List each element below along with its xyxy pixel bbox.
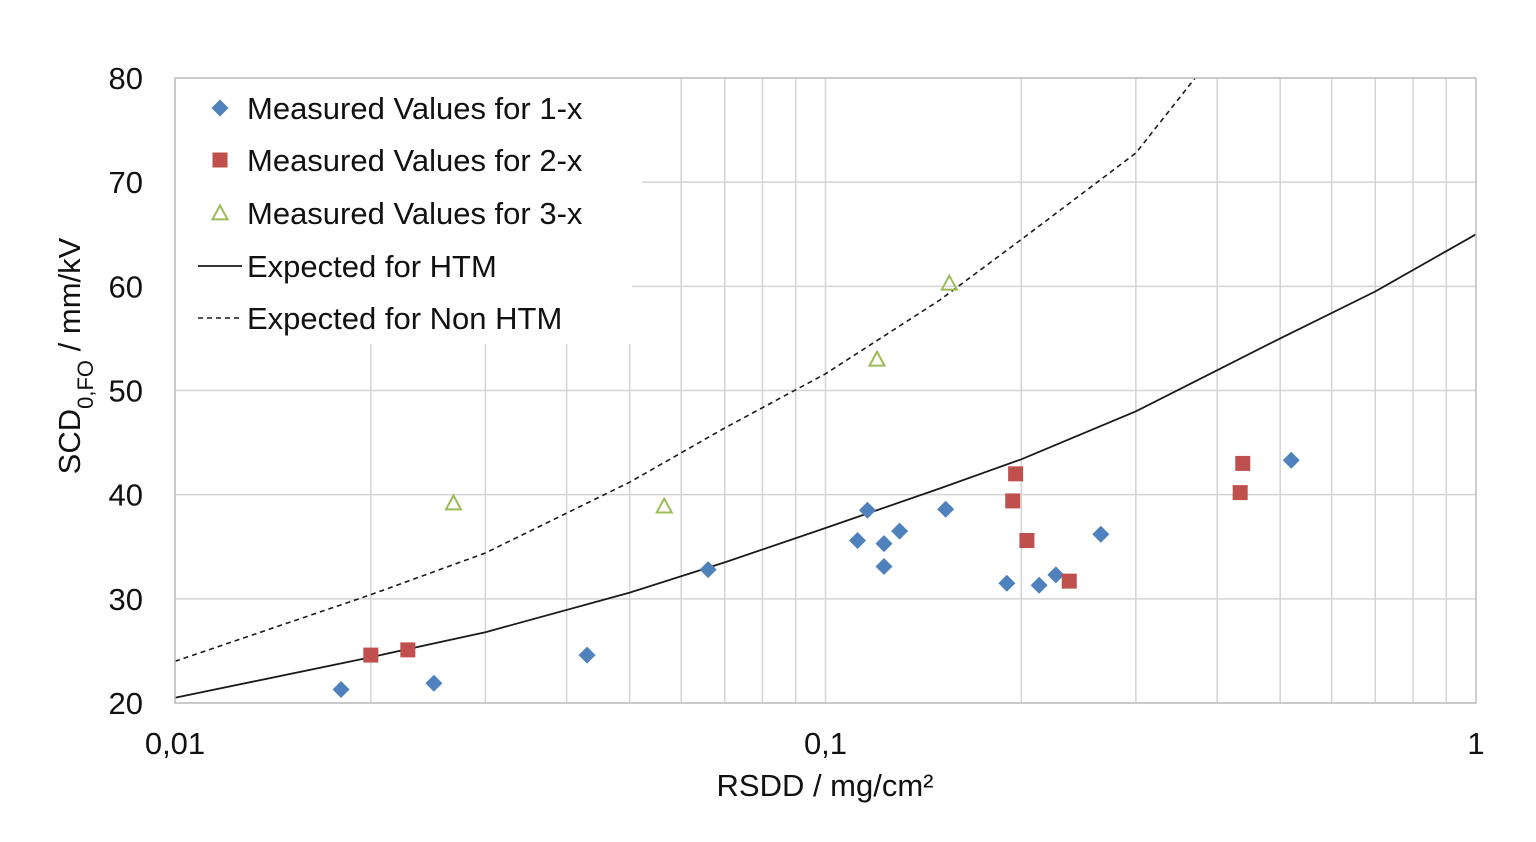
legend-background xyxy=(176,79,642,344)
point-2x xyxy=(1235,455,1251,471)
point-1x xyxy=(1092,525,1110,543)
point-2x xyxy=(363,647,379,663)
point-2x xyxy=(1061,573,1077,589)
legend-item-3x-label: Measured Values for 3-x xyxy=(247,196,583,231)
point-1x xyxy=(578,646,596,664)
point-1x xyxy=(1282,451,1300,469)
legend-item-non-htm-label: Expected for Non HTM xyxy=(247,301,562,336)
legend-item-2x-label: Measured Values for 2-x xyxy=(247,143,583,178)
point-1x xyxy=(332,680,350,698)
point-1x xyxy=(937,500,955,518)
y-tick-label: 50 xyxy=(109,374,143,409)
x-axis-title: RSDD / mg/cm² xyxy=(717,768,934,803)
point-3x xyxy=(940,273,959,291)
x-tick-label: 0,01 xyxy=(145,726,205,761)
legend-item-1x-marker xyxy=(211,99,229,117)
point-1x xyxy=(425,674,443,692)
point-1x xyxy=(858,501,876,519)
measured-points xyxy=(332,273,1300,698)
y-tick-label: 70 xyxy=(109,165,143,200)
y-tick-label: 20 xyxy=(109,686,143,721)
expected-curves xyxy=(174,77,1477,699)
point-2x xyxy=(1008,466,1024,482)
x-tick-label: 1 xyxy=(1467,726,1484,761)
point-1x xyxy=(699,561,717,579)
legend-item-3x-marker xyxy=(210,203,230,221)
expected-htm-curve xyxy=(174,233,1477,699)
axes: 20 30 40 50 60 70 80 0,01 0,1 1 xyxy=(109,61,1485,761)
point-2x xyxy=(1019,533,1035,548)
y-axis-title-subscript: 0,FO xyxy=(73,360,98,409)
plot-border xyxy=(174,77,1477,704)
point-3x xyxy=(655,496,674,514)
y-axis-title: SCD0,FO / mm/kV xyxy=(52,237,98,474)
y-tick-label: 40 xyxy=(109,478,143,513)
legend-background-top xyxy=(176,79,642,185)
y-axis-title-main: SCD xyxy=(52,409,87,474)
point-2x xyxy=(1005,493,1021,509)
point-3x xyxy=(444,493,463,511)
point-1x xyxy=(875,535,893,553)
point-1x xyxy=(891,522,909,540)
point-1x xyxy=(875,558,893,576)
point-2x xyxy=(1232,485,1248,501)
point-1x xyxy=(1047,566,1065,584)
legend-background-bottom xyxy=(176,184,632,344)
point-1x xyxy=(998,574,1016,592)
point-1x xyxy=(849,532,867,549)
x-tick-label: 0,1 xyxy=(804,726,847,761)
legend-item-2x-marker xyxy=(212,152,228,168)
legend-item-1x-label: Measured Values for 1-x xyxy=(247,91,583,126)
legend-item-htm-label: Expected for HTM xyxy=(247,249,497,284)
y-tick-label: 60 xyxy=(109,269,143,304)
point-2x xyxy=(400,642,416,658)
y-tick-label: 80 xyxy=(109,61,143,96)
point-3x xyxy=(867,349,887,367)
legend: Measured Values for 1-x Measured Values f… xyxy=(198,91,583,336)
y-tick-label: 30 xyxy=(109,582,143,617)
y-axis-title-unit: / mm/kV xyxy=(52,237,87,360)
point-1x xyxy=(1030,576,1048,594)
